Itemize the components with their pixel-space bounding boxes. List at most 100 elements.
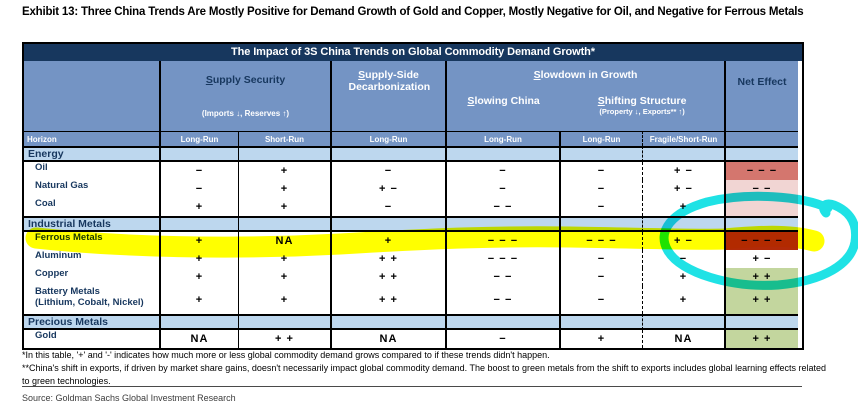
slowing-china-label: Slowing China [467, 95, 540, 107]
section-header-cell [238, 146, 330, 162]
subheader-col-6: Fragile/Short-Run [642, 131, 724, 146]
value-cell: + [159, 286, 238, 314]
value-cell: + [159, 250, 238, 268]
subheader-horizon: Horizon [24, 131, 159, 146]
subheader-col-5: Long-Run [559, 131, 642, 146]
net-effect-cell: − − [724, 180, 798, 198]
value-cell: + [238, 250, 330, 268]
value-cell: + − [642, 232, 724, 250]
section-header-cell [330, 146, 445, 162]
value-cell: − [330, 162, 445, 180]
subheader-col-3: Long-Run [330, 131, 445, 146]
footnotes: *In this table, '+' and '-' indicates ho… [22, 349, 830, 388]
value-cell: + [642, 268, 724, 286]
value-cell: + [238, 162, 330, 180]
source-line: Source: Goldman Sachs Global Investment … [22, 393, 236, 403]
value-cell: − [445, 330, 559, 348]
section-header-cell [724, 216, 798, 232]
subheader-net [724, 131, 798, 146]
value-cell: + [642, 286, 724, 314]
value-cell: + [238, 286, 330, 314]
net-effect-cell [724, 198, 798, 216]
row-label-aluminum: Aluminum [24, 250, 159, 268]
value-cell: − [330, 198, 445, 216]
shifting-structure-subnote: (Property ↓, Exports** ↑) [599, 107, 685, 116]
section-header-cell [559, 216, 642, 232]
footnote-2: **China's shift in exports, if driven by… [22, 363, 827, 387]
supply-security-subnote: (Imports ↓, Reserves ↑) [201, 109, 290, 118]
row-label-coal: Coal [24, 198, 159, 216]
section-header-precious-metals: Precious Metals [24, 314, 159, 330]
net-effect-cell: + + [724, 268, 798, 286]
value-cell: − − [445, 268, 559, 286]
supply-security-label: Supply Security [205, 74, 286, 86]
section-header-cell [159, 216, 238, 232]
value-cell: − [642, 250, 724, 268]
value-cell: − [559, 268, 642, 286]
value-cell: + [159, 232, 238, 250]
section-header-cell [238, 314, 330, 330]
section-header-cell [445, 146, 559, 162]
value-cell: + + [330, 268, 445, 286]
section-header-cell [445, 314, 559, 330]
value-cell: − [559, 286, 642, 314]
section-header-cell [724, 146, 798, 162]
value-cell: − [445, 162, 559, 180]
value-cell: NA [330, 330, 445, 348]
subheader-col-1: Long-Run [159, 131, 238, 146]
value-cell: + [238, 268, 330, 286]
footnote-1: *In this table, '+' and '-' indicates ho… [22, 350, 550, 360]
value-cell: + − [642, 162, 724, 180]
table-title: The Impact of 3S China Trends on Global … [24, 44, 802, 61]
header-net-effect: Net Effect [724, 61, 798, 131]
value-cell: − − − [445, 250, 559, 268]
value-cell: − − − [559, 232, 642, 250]
value-cell: + [559, 330, 642, 348]
value-cell: − − [445, 198, 559, 216]
subheader-col-4: Long-Run [445, 131, 559, 146]
subheader-col-2: Short-Run [238, 131, 330, 146]
value-cell: NA [642, 330, 724, 348]
row-label-oil: Oil [24, 162, 159, 180]
value-cell: + + [238, 330, 330, 348]
value-cell: + [238, 180, 330, 198]
value-cell: NA [238, 232, 330, 250]
value-cell: + + [330, 250, 445, 268]
section-header-cell [330, 216, 445, 232]
row-label-gold: Gold [24, 330, 159, 348]
section-header-cell [642, 216, 724, 232]
net-effect-label: Net Effect [737, 76, 787, 88]
value-cell: + [159, 198, 238, 216]
value-cell: − [159, 180, 238, 198]
header-horizon-spacer [24, 61, 159, 131]
decarbonization-label: Supply-Side Decarbonization [348, 69, 431, 93]
row-label-copper: Copper [24, 268, 159, 286]
net-effect-cell: − − − − [724, 232, 798, 250]
header-slowdown: Slowdown in Growth Slowing China Shiftin… [445, 61, 724, 131]
impact-table: The Impact of 3S China Trends on Global … [22, 42, 804, 350]
value-cell: + [238, 198, 330, 216]
value-cell: NA [159, 330, 238, 348]
net-effect-cell: + + [724, 330, 798, 348]
section-header-cell [559, 314, 642, 330]
section-header-cell [559, 146, 642, 162]
section-header-cell [724, 314, 798, 330]
section-header-cell [159, 146, 238, 162]
value-cell: − [559, 250, 642, 268]
value-cell: − [559, 162, 642, 180]
value-cell: + [642, 198, 724, 216]
section-header-cell [445, 216, 559, 232]
slowdown-label: Slowdown in Growth [533, 69, 638, 81]
table-grid: Supply Security (Imports ↓, Reserves ↑) … [24, 61, 802, 348]
header-decarbonization: Supply-Side Decarbonization [330, 61, 445, 131]
row-label-battery-metals: Battery Metals (Lithium, Cobalt, Nickel) [24, 286, 159, 314]
value-cell: − − [445, 286, 559, 314]
section-header-cell [238, 216, 330, 232]
section-header-cell [642, 146, 724, 162]
shifting-structure-label: Shifting Structure [597, 95, 687, 107]
net-effect-cell: + − [724, 250, 798, 268]
section-header-cell [642, 314, 724, 330]
section-header-industrial-metals: Industrial Metals [24, 216, 159, 232]
section-header-cell [159, 314, 238, 330]
